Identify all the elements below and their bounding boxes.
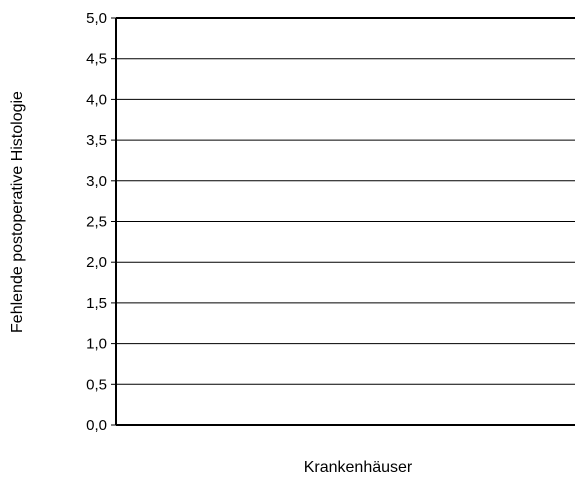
y-tick-label: 0,0 — [86, 417, 107, 434]
y-tick-labels: 0,0 0,5 1,0 1,5 2,0 2,5 3,0 3,5 4,0 4,5 5,0 — [86, 10, 107, 434]
y-tick-label: 5,0 — [86, 10, 107, 27]
y-tick-label: 1,5 — [86, 295, 107, 312]
y-tick-label: 2,0 — [86, 254, 107, 271]
x-axis-title: Krankenhäuser — [304, 459, 413, 476]
y-tick-label: 3,5 — [86, 132, 107, 149]
gridlines — [111, 17, 575, 426]
y-tick-label: 4,5 — [86, 51, 107, 68]
y-axis-title: Fehlende postoperative Histologie — [9, 91, 26, 333]
y-tick-label: 3,0 — [86, 173, 107, 190]
y-tick-label: 0,5 — [86, 376, 107, 393]
y-tick-label: 1,0 — [86, 336, 107, 353]
y-tick-label: 2,5 — [86, 214, 107, 231]
y-tick-label: 4,0 — [86, 91, 107, 108]
